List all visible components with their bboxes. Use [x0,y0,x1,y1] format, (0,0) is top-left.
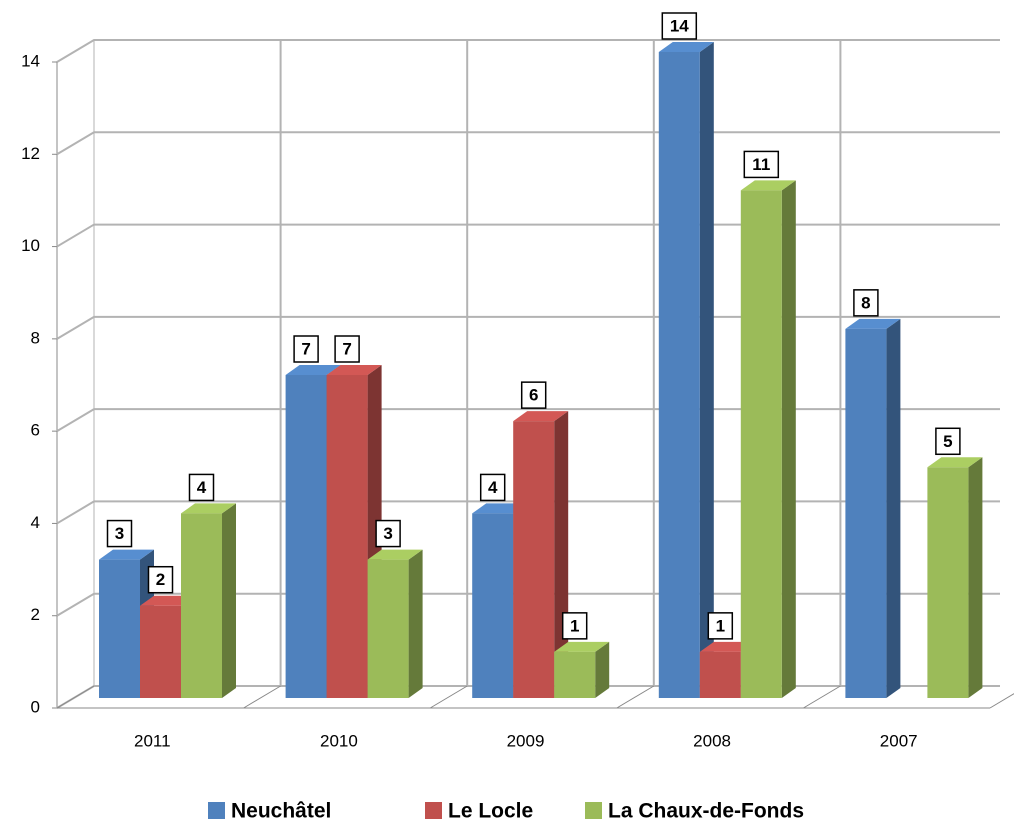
data-label: 6 [529,386,538,405]
data-label-box [561,612,588,640]
bar-face [285,365,341,375]
bar [554,641,610,698]
data-label-box [935,427,961,456]
data-label: 7 [342,339,351,358]
bar [658,42,714,698]
bar-face [699,651,741,698]
bar-face [968,457,983,698]
bar-face [781,180,796,698]
data-label-box [661,12,698,40]
bar-face [367,549,423,560]
data-label-box [188,473,215,502]
data-label: 2 [156,570,165,589]
data-label: 3 [383,524,392,543]
legend-swatch [425,802,442,819]
legend-label: Neuchâtel [231,800,331,823]
data-label: 3 [115,524,124,543]
floor-divider [803,685,841,709]
bar [181,503,236,698]
data-label: 1 [570,616,579,635]
bar-face [740,190,782,698]
bar-face [554,641,610,652]
data-label: 4 [197,478,207,497]
data-label-box [520,381,547,409]
bar-face [886,318,901,698]
x-tick-label: 2007 [880,731,918,750]
bar-face [513,421,555,698]
data-label-box [479,473,506,502]
y-tick-label: 6 [31,421,40,440]
data-label: 8 [861,293,870,312]
bar-face [740,180,796,191]
bar-face [472,513,514,698]
floor-divider [56,685,95,709]
bar-face [181,513,222,698]
legend-swatch [208,802,225,819]
bar [513,411,569,698]
data-label-box [707,612,734,640]
grid-line [56,39,1000,63]
bar-face [513,411,569,422]
data-label-box [334,335,360,363]
bar-face [140,605,181,698]
data-label: 4 [488,478,498,497]
floor-divider [243,685,281,709]
floor-divider [616,685,655,709]
bar [740,180,796,698]
bar [367,549,423,698]
bar [927,457,983,698]
bar-face [699,42,714,698]
data-label: 5 [943,432,952,451]
data-label-box [147,565,174,594]
grid-line [56,223,1000,248]
x-tick-label: 2010 [320,731,358,750]
data-label: 1 [716,616,725,635]
x-tick-label: 2008 [693,731,731,750]
x-tick-label: 2011 [134,731,171,750]
data-label: 7 [301,339,310,358]
floor-divider [429,685,468,709]
y-tick-label: 8 [31,328,40,347]
bar-face [595,641,610,698]
y-tick-label: 12 [21,144,40,163]
bar-face [845,328,887,698]
legend-label: La Chaux-de-Fonds [608,800,804,823]
bar-face [99,549,154,560]
data-label-box [106,519,133,548]
bar-face [326,365,382,375]
legend-label: Le Locle [448,800,533,823]
y-tick-label: 10 [21,236,40,255]
bar-face [326,375,368,698]
bar-face [927,457,983,468]
data-label-box [375,519,401,548]
data-label: 14 [670,16,689,35]
bar-face [845,318,901,329]
bar [845,318,901,698]
data-label: 11 [752,155,770,174]
bar-face [367,559,409,698]
bar-face [285,375,327,698]
y-tick-label: 0 [31,697,40,716]
data-label-box [293,335,319,363]
bar-face [222,503,236,698]
data-label-box [853,289,879,317]
bar-face [181,503,236,514]
bar-face [99,559,140,698]
y-tick-label: 2 [31,605,40,624]
bar-face [927,467,969,698]
bar-face [408,549,423,698]
floor-divider [989,693,1014,709]
x-tick-label: 2009 [507,731,545,750]
data-label-box [743,150,780,179]
y-tick-label: 14 [21,51,40,70]
bar-face [658,52,700,698]
legend-swatch [585,802,602,819]
y-tick-label: 4 [31,513,40,532]
bar-face [658,42,714,52]
grid-line [56,131,1000,156]
bar-face [554,651,596,698]
